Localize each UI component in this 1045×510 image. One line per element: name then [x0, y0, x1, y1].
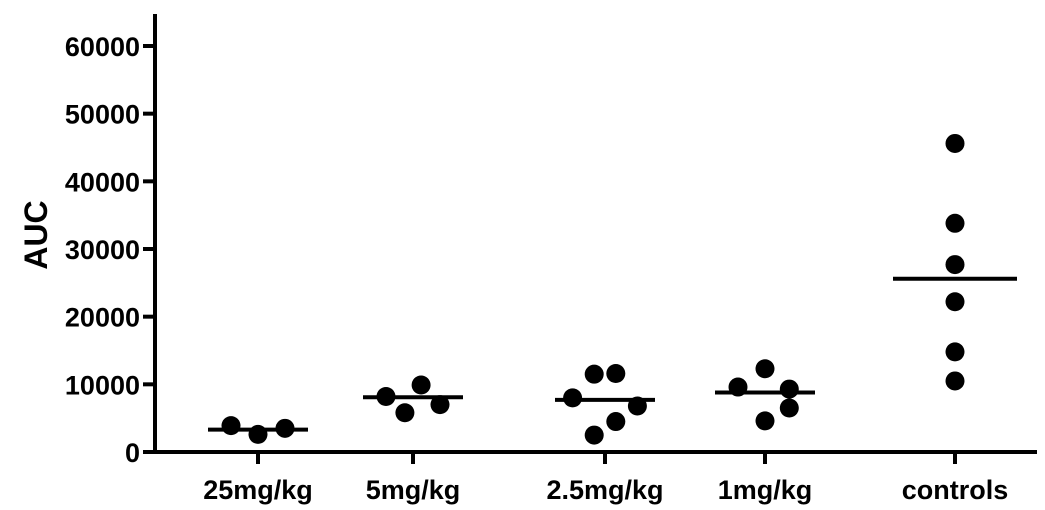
axes	[153, 14, 1037, 454]
x-tick-label: 2.5mg/kg	[546, 475, 663, 505]
x-tick-label: 5mg/kg	[366, 475, 461, 505]
x-axis-ticks: 25mg/kg 5mg/kg 2.5mg/kg 1mg/kg controls	[203, 452, 1008, 505]
data-point	[221, 416, 241, 436]
data-point	[945, 133, 965, 153]
y-tick-label: 40000	[65, 167, 140, 197]
data-point	[945, 342, 965, 362]
data-point	[779, 398, 799, 418]
data-point	[395, 403, 415, 423]
x-tick-label: controls	[902, 475, 1009, 505]
y-tick-label: 60000	[65, 32, 140, 62]
y-tick-label: 10000	[65, 370, 140, 400]
data-point	[411, 375, 431, 395]
data-point	[945, 255, 965, 275]
y-tick-label: 50000	[65, 100, 140, 130]
y-axis-title: AUC	[18, 200, 54, 269]
group-mean-lines	[208, 276, 1017, 432]
data-point	[627, 396, 647, 416]
x-tick-label: 25mg/kg	[203, 475, 313, 505]
data-point	[779, 379, 799, 399]
data-point	[728, 377, 748, 397]
y-tick-label: 20000	[65, 303, 140, 333]
data-point	[430, 395, 450, 415]
data-point	[275, 418, 295, 438]
data-point	[376, 387, 396, 407]
data-point	[755, 359, 775, 379]
y-tick-label: 0	[125, 438, 140, 468]
data-point	[248, 424, 268, 444]
data-point	[945, 292, 965, 312]
data-point	[563, 388, 583, 408]
x-tick-label: 1mg/kg	[718, 475, 813, 505]
data-points	[221, 133, 965, 445]
data-point	[945, 371, 965, 391]
data-point	[606, 412, 626, 432]
data-point	[584, 425, 604, 445]
data-point	[606, 364, 626, 384]
y-axis-ticks: 0 10000 20000 30000 40000 50000 60000	[65, 32, 155, 468]
data-point	[945, 213, 965, 233]
y-tick-label: 30000	[65, 235, 140, 265]
data-point	[755, 411, 775, 431]
data-point	[584, 364, 604, 384]
